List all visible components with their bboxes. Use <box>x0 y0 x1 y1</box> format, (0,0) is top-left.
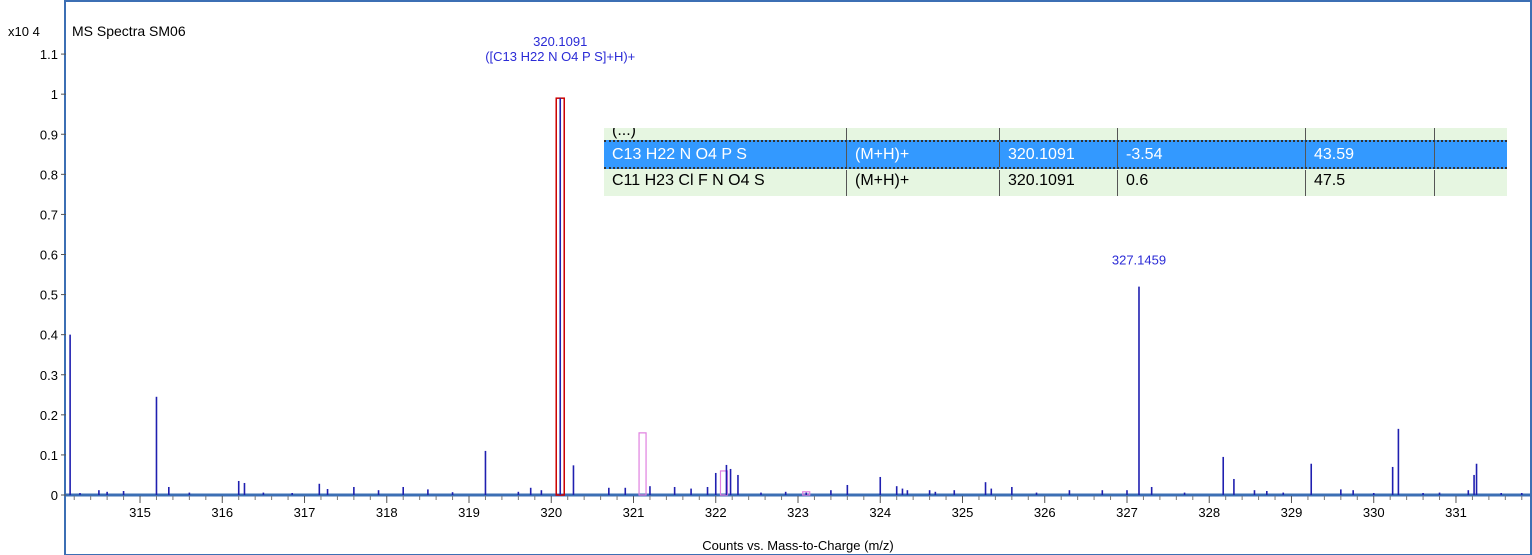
x-tick-label: 330 <box>1363 505 1385 520</box>
x-tick-label: 321 <box>623 505 645 520</box>
y-tick-label: 1.1 <box>40 47 58 62</box>
ion-cell: (M+H)+ <box>847 170 1000 196</box>
ion-cell <box>847 128 1000 140</box>
isotope-box <box>719 470 729 496</box>
x-axis-ticks: 315 316 317 318 319 320 321 322 323 324 325 326 327 3… <box>73 496 1523 520</box>
x-tick-label: 319 <box>458 505 480 520</box>
x-axis-title: Counts vs. Mass-to-Charge (m/z) <box>702 538 893 553</box>
diff-cell: 0.6 <box>1118 170 1306 196</box>
formula-results-table[interactable]: (...) C13 H22 N O4 P S (M+H)+ 320.1091 -… <box>604 128 1507 196</box>
x-tick-label: 325 <box>952 505 974 520</box>
y-tick-label: 0.6 <box>40 248 58 263</box>
peak-mz-label: 327.1459 <box>1112 253 1166 268</box>
diff-cell <box>1118 128 1306 140</box>
mass-cell <box>1000 128 1118 140</box>
x-tick-label: 322 <box>705 505 727 520</box>
ion-cell: (M+H)+ <box>847 142 1000 167</box>
mass-cell: 320.1091 <box>1000 142 1118 167</box>
y-tick-label: 0 <box>51 488 58 503</box>
y-tick-label: 0.9 <box>40 127 58 142</box>
score-cell: 43.59 <box>1306 142 1435 167</box>
isotope-box <box>638 432 647 496</box>
y-axis-ticks: 0 0.1 0.2 0.3 0.4 0.5 0.6 0.7 0.8 0.9 1 1.1 <box>40 47 66 503</box>
y-tick-label: 0.7 <box>40 207 58 222</box>
peak-annotations: 320.1091([C13 H22 N O4 P S]+H)+327.1459 <box>485 34 1166 267</box>
x-tick-label: 324 <box>869 505 891 520</box>
spectrum-peaks <box>69 98 1523 495</box>
plot-frame <box>64 0 1532 555</box>
formula-cell: C11 H23 Cl F N O4 S <box>604 170 847 196</box>
x-tick-label: 329 <box>1281 505 1303 520</box>
x-tick-label: 323 <box>787 505 809 520</box>
x-tick-label: 320 <box>540 505 562 520</box>
chart-title: MS Spectra SM06 <box>72 23 186 39</box>
peak-mz-label: 320.1091 <box>533 34 587 49</box>
y-tick-label: 0.2 <box>40 408 58 423</box>
score-cell <box>1306 128 1435 140</box>
table-row[interactable]: C11 H23 Cl F N O4 S (M+H)+ 320.1091 0.6 … <box>604 170 1507 196</box>
x-tick-label: 327 <box>1116 505 1138 520</box>
x-tick-label: 315 <box>129 505 151 520</box>
formula-cell: (...) <box>604 128 847 140</box>
y-tick-label: 0.3 <box>40 368 58 383</box>
scale-label: x10 4 <box>8 24 40 39</box>
y-tick-label: 0.1 <box>40 448 58 463</box>
x-tick-label: 316 <box>211 505 233 520</box>
y-tick-label: 0.4 <box>40 328 58 343</box>
y-tick-label: 0.8 <box>40 167 58 182</box>
x-tick-label: 326 <box>1034 505 1056 520</box>
x-tick-label: 331 <box>1445 505 1467 520</box>
diff-cell: -3.54 <box>1118 142 1306 167</box>
score-cell: 47.5 <box>1306 170 1435 196</box>
mass-cell: 320.1091 <box>1000 170 1118 196</box>
y-tick-label: 1 <box>51 87 58 102</box>
y-tick-label: 0.5 <box>40 288 58 303</box>
table-row[interactable]: (...) <box>604 128 1507 140</box>
peak-formula-label: ([C13 H22 N O4 P S]+H)+ <box>485 49 635 64</box>
x-tick-label: 318 <box>376 505 398 520</box>
x-tick-label: 328 <box>1198 505 1220 520</box>
formula-cell: C13 H22 N O4 P S <box>604 142 847 167</box>
table-row-selected[interactable]: C13 H22 N O4 P S (M+H)+ 320.1091 -3.54 4… <box>604 140 1507 169</box>
x-tick-label: 317 <box>294 505 316 520</box>
